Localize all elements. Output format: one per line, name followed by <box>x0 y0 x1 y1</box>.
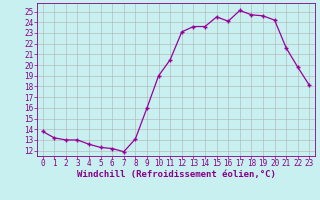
X-axis label: Windchill (Refroidissement éolien,°C): Windchill (Refroidissement éolien,°C) <box>76 170 276 179</box>
